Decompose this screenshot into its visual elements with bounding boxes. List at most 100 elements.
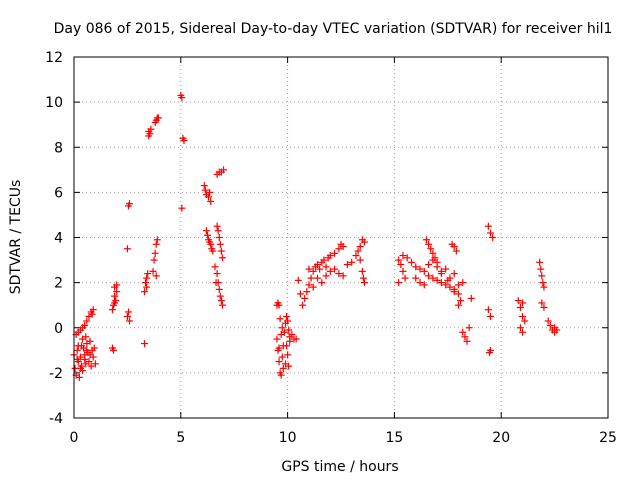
data-point <box>74 342 82 350</box>
data-point <box>279 364 287 372</box>
data-point <box>399 252 407 260</box>
data-point <box>90 344 98 352</box>
data-point <box>519 312 527 320</box>
x-tick-label: 25 <box>599 430 617 446</box>
data-point <box>403 254 411 262</box>
data-point <box>465 324 473 332</box>
data-point <box>205 193 213 201</box>
data-point <box>178 204 186 212</box>
x-axis-title: GPS time / hours <box>281 459 398 475</box>
grid-lines <box>74 57 608 418</box>
data-point <box>201 186 209 194</box>
data-point <box>305 281 313 289</box>
data-point <box>538 272 546 280</box>
x-tick-label: 0 <box>70 430 79 446</box>
data-point <box>206 188 214 196</box>
data-point <box>537 265 545 273</box>
data-point <box>275 344 283 352</box>
data-point <box>352 252 360 260</box>
data-point <box>144 270 152 278</box>
y-tick-label: 10 <box>45 95 63 111</box>
data-point <box>288 331 296 339</box>
data-point <box>335 245 343 253</box>
data-point <box>278 353 286 361</box>
data-point <box>200 182 208 190</box>
data-point <box>395 279 403 287</box>
data-point <box>88 310 96 318</box>
data-point <box>151 249 159 257</box>
chart-title: Day 086 of 2015, Sidereal Day-to-day VTE… <box>54 21 613 37</box>
data-point <box>75 373 83 381</box>
data-point <box>489 234 497 241</box>
x-tick-label: 10 <box>279 430 297 446</box>
data-point <box>316 265 324 273</box>
data-point <box>284 317 292 325</box>
data-point <box>401 274 409 282</box>
data-points <box>70 91 561 381</box>
data-point <box>452 247 460 255</box>
data-point <box>81 321 89 329</box>
data-point <box>149 267 157 275</box>
data-point <box>91 360 99 368</box>
data-point <box>454 281 462 289</box>
x-tick-labels: 0 5 10 15 20 25 <box>70 430 617 446</box>
data-point <box>487 312 495 320</box>
data-point <box>521 317 529 325</box>
data-point <box>218 254 226 262</box>
data-point <box>354 247 362 255</box>
data-point <box>339 272 347 280</box>
data-point <box>322 272 330 280</box>
data-point <box>326 252 334 260</box>
data-point <box>153 236 161 244</box>
data-point <box>89 306 97 314</box>
data-point <box>459 279 467 287</box>
data-point <box>320 256 328 264</box>
x-tick-label: 20 <box>492 430 510 446</box>
y-tick-label: 12 <box>45 50 63 66</box>
data-point <box>539 279 547 287</box>
y-tick-label: -2 <box>49 366 63 382</box>
y-axis-title: SDTVAR / TECUs <box>8 180 24 295</box>
data-point <box>544 317 552 325</box>
data-point <box>487 346 495 354</box>
data-point <box>442 281 450 289</box>
data-point <box>429 274 437 282</box>
y-tick-label: 6 <box>54 185 63 201</box>
data-point <box>140 340 148 348</box>
data-point <box>278 324 286 332</box>
data-point <box>433 276 441 284</box>
data-point <box>113 288 121 296</box>
data-point <box>318 279 326 287</box>
data-point <box>437 267 445 275</box>
data-point <box>309 267 317 275</box>
data-point <box>360 279 368 287</box>
data-point <box>214 227 222 235</box>
data-point <box>301 294 309 302</box>
data-point <box>519 328 527 336</box>
data-point <box>217 247 225 255</box>
data-point <box>412 274 420 282</box>
data-point <box>147 125 155 133</box>
data-point <box>484 222 492 230</box>
data-point <box>516 324 524 332</box>
data-point <box>416 279 424 287</box>
data-point <box>296 290 304 298</box>
data-point <box>275 301 283 309</box>
data-point <box>209 247 217 255</box>
data-point <box>73 346 81 354</box>
data-point <box>108 306 116 314</box>
data-point <box>395 256 403 264</box>
data-point <box>425 240 433 248</box>
data-point <box>335 270 343 278</box>
data-point <box>215 234 223 241</box>
data-point <box>77 362 85 370</box>
data-point <box>216 292 224 300</box>
data-point <box>218 301 226 309</box>
data-point <box>348 258 356 266</box>
data-point <box>360 238 368 246</box>
data-point <box>331 265 339 273</box>
data-point <box>450 270 458 278</box>
data-point <box>202 227 210 235</box>
data-point <box>450 288 458 296</box>
